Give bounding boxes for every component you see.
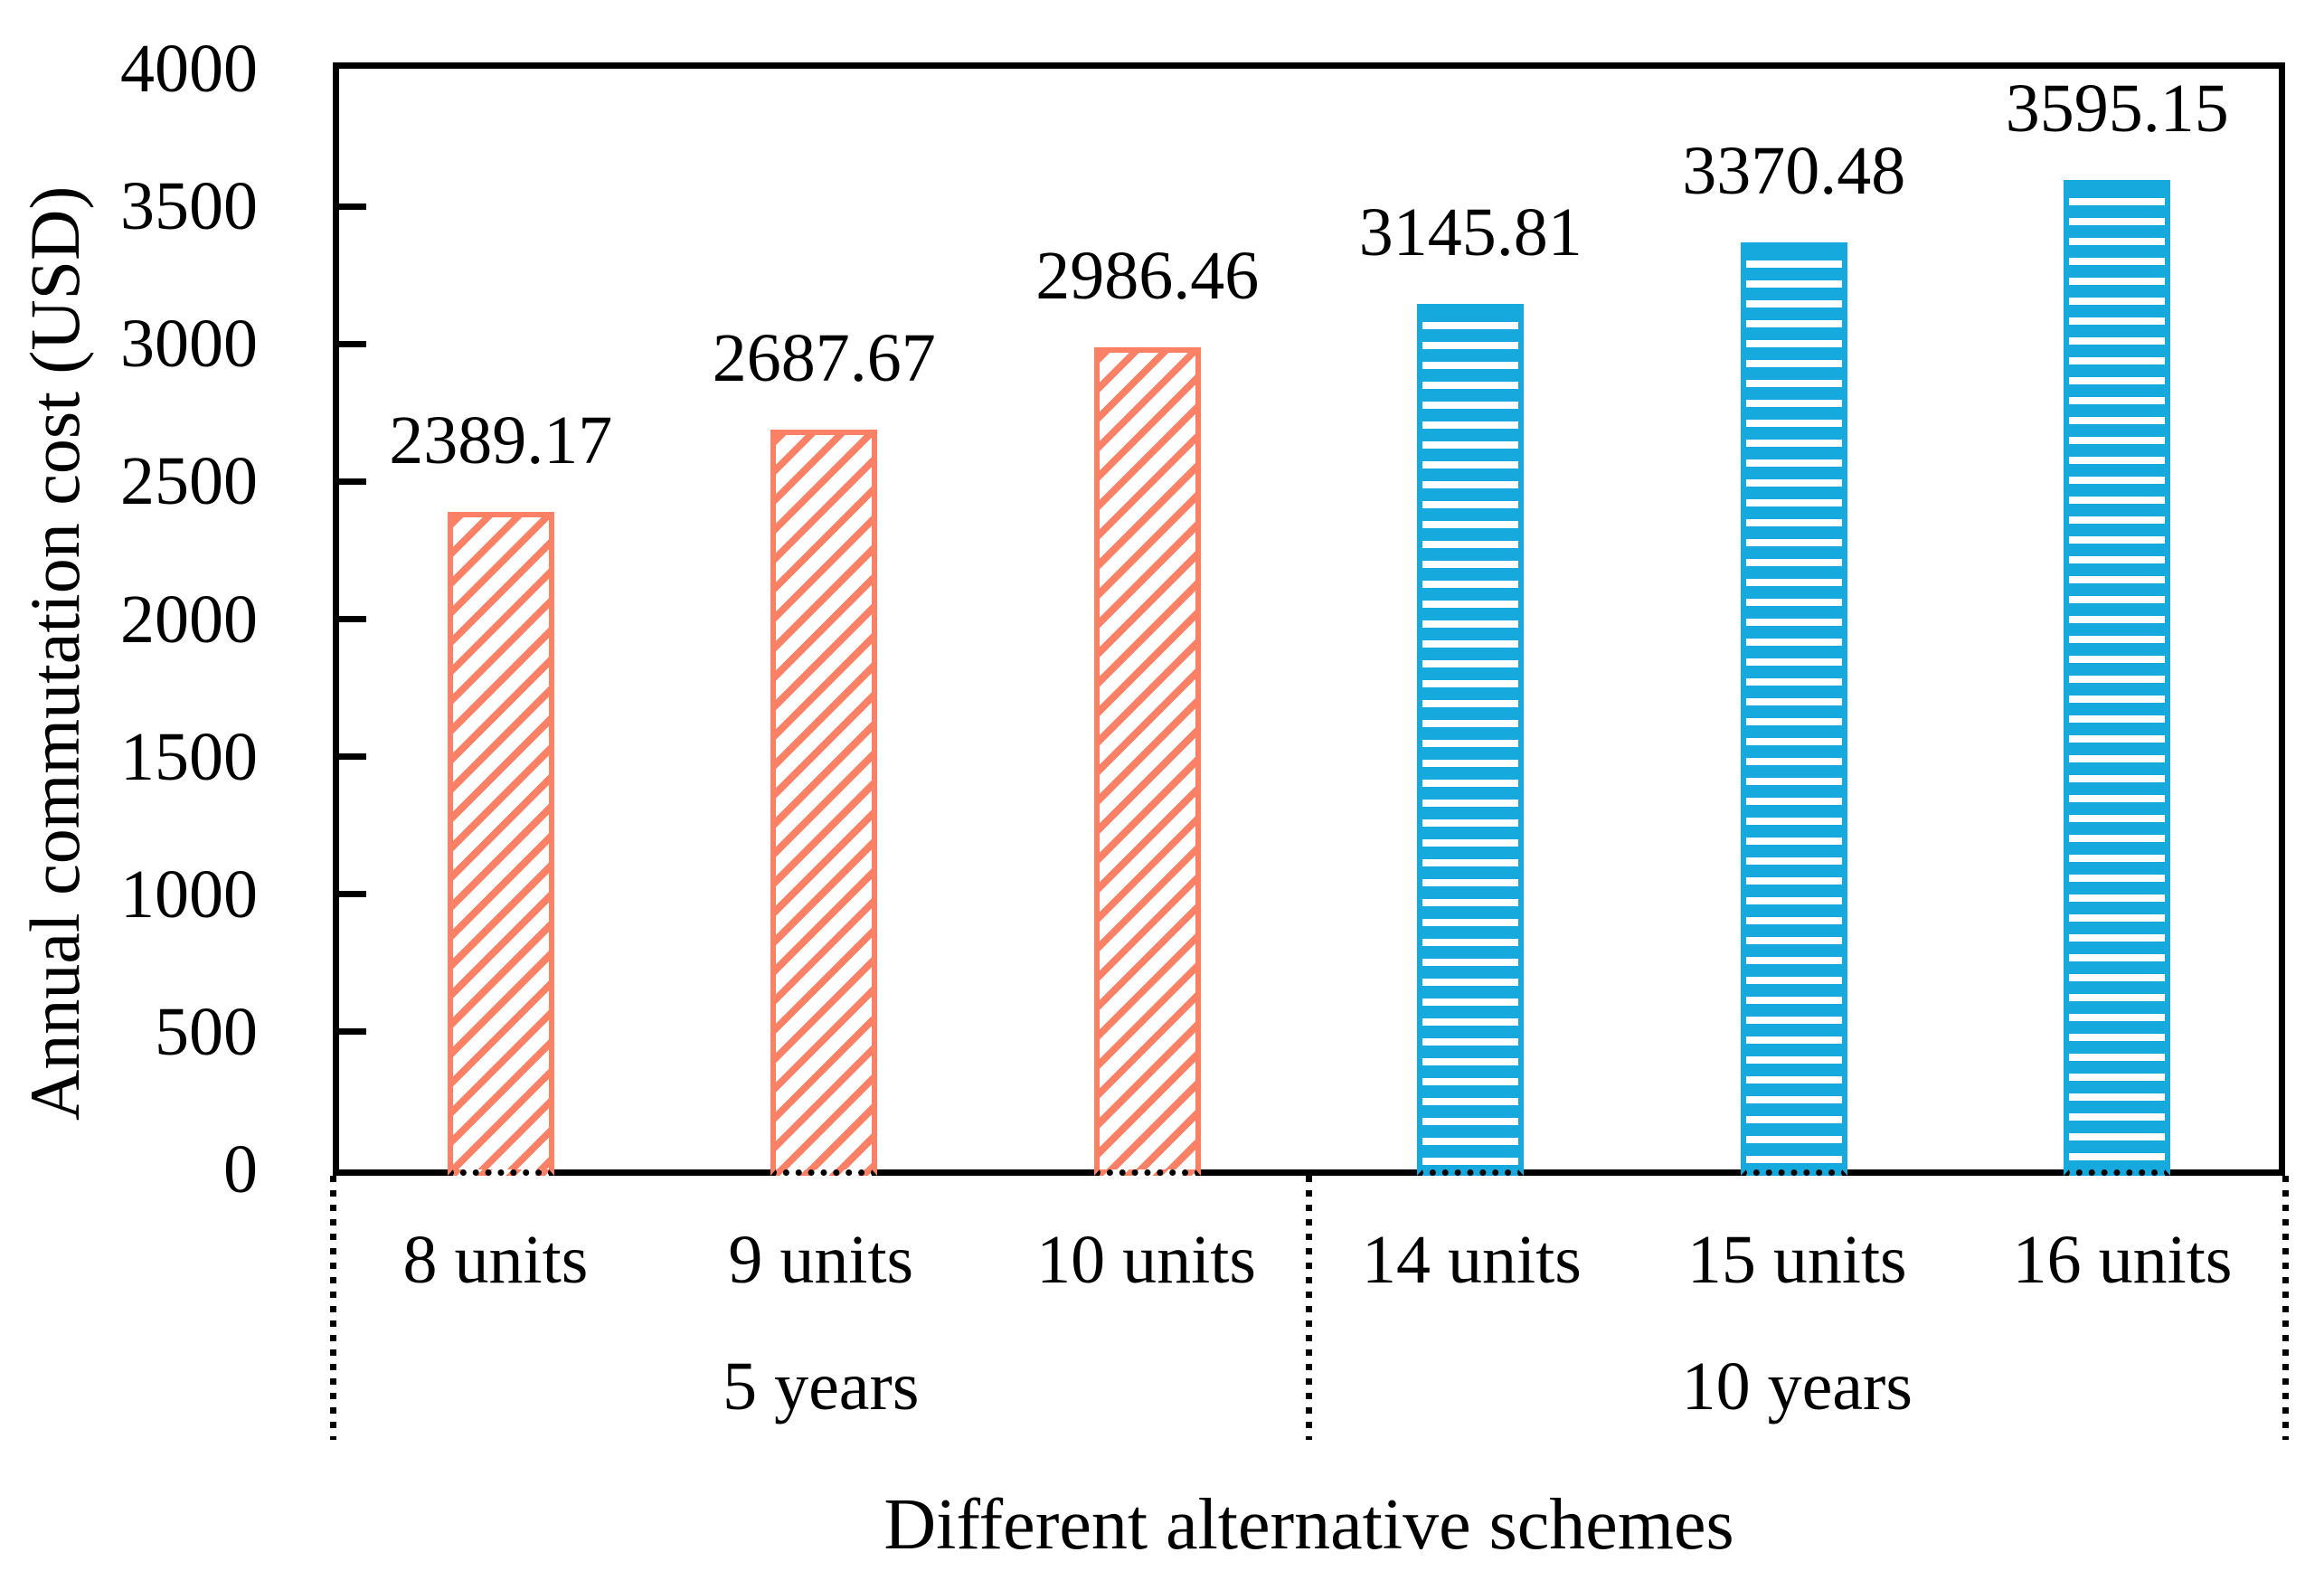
y-tick-label: 3500 [120,168,258,245]
y-tick-label: 3000 [120,306,258,383]
y-tick-label: 1500 [120,718,258,795]
bar-value-label: 2389.17 [389,402,613,479]
bar [447,512,554,1176]
bar-value-label: 3145.81 [1358,194,1582,270]
y-tick-label: 2000 [120,581,258,658]
bar [1740,241,1847,1176]
y-tick-mark [339,616,366,622]
y-tick-label: 1000 [120,856,258,932]
y-tick-label: 0 [223,1131,258,1207]
bar [1093,347,1201,1176]
group-divider-line [329,1176,336,1440]
y-tick-mark [339,891,366,898]
bar [1417,303,1525,1176]
bar [770,430,878,1176]
y-tick-mark [339,340,366,347]
category-label: 15 units [1686,1222,1907,1298]
bar-value-label: 3595.15 [2005,71,2229,147]
category-label: 14 units [1362,1222,1582,1298]
category-label: 16 units [2012,1222,2233,1298]
y-tick-mark [339,203,366,210]
category-label: 10 units [1036,1222,1256,1298]
plot-area [333,62,2285,1176]
bar-value-label: 2687.67 [712,320,936,397]
group-divider-line [2281,1176,2289,1440]
y-tick-label: 2500 [120,443,258,520]
bar-value-label: 2986.46 [1035,238,1260,315]
category-label: 9 units [728,1222,914,1298]
category-label: 8 units [402,1222,589,1298]
y-tick-mark [339,478,366,485]
y-tick-mark [339,753,366,761]
x-axis-title: Different alternative schemes [883,1485,1734,1565]
bar [2064,180,2171,1176]
group-label: 10 years [1681,1349,1913,1424]
group-divider-line [1306,1176,1312,1440]
y-tick-mark [339,1028,366,1036]
bar-value-label: 3370.48 [1682,132,1906,209]
y-tick-label: 500 [155,993,258,1070]
y-tick-label: 4000 [120,31,258,107]
group-label: 5 years [723,1349,920,1424]
